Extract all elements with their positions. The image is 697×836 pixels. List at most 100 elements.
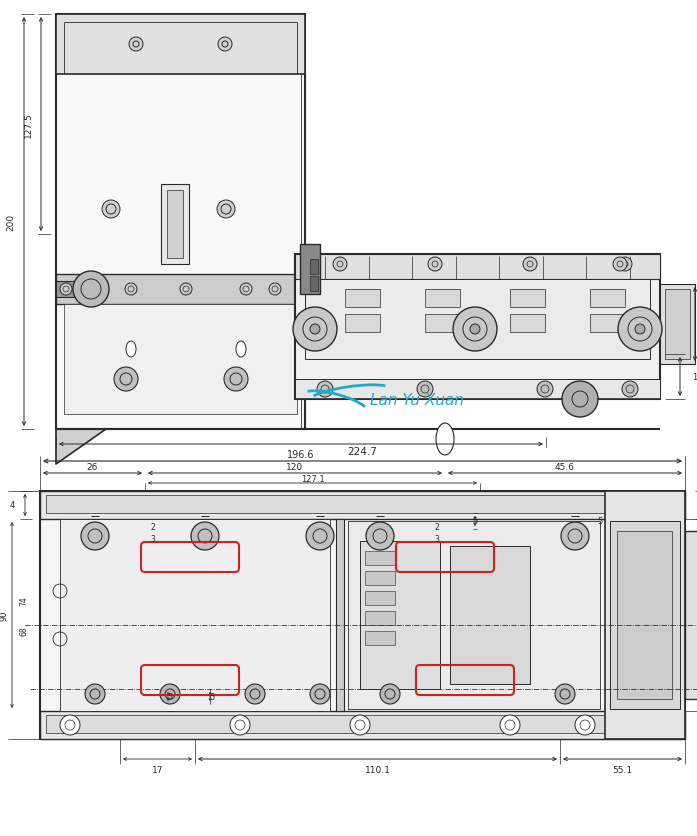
Bar [161, 185, 189, 265]
Polygon shape [56, 430, 106, 465]
Text: 224.7: 224.7 [348, 446, 378, 456]
Circle shape [230, 715, 250, 735]
Bar [56, 15, 305, 430]
Ellipse shape [436, 424, 454, 456]
Bar [605, 492, 685, 739]
Bar [365, 591, 395, 605]
Bar [345, 314, 380, 333]
Bar [46, 496, 679, 513]
Circle shape [350, 715, 370, 735]
Circle shape [618, 308, 662, 352]
Text: 110.1: 110.1 [365, 766, 390, 775]
Circle shape [561, 522, 589, 550]
Bar [365, 551, 395, 565]
Bar [295, 255, 660, 400]
Circle shape [102, 201, 120, 219]
Text: 120: 120 [286, 463, 304, 472]
Circle shape [417, 381, 433, 398]
Circle shape [180, 283, 192, 296]
Circle shape [428, 257, 442, 272]
Circle shape [125, 283, 137, 296]
Bar [685, 532, 697, 699]
Bar [56, 275, 305, 304]
Text: 74: 74 [20, 595, 29, 605]
Text: 5: 5 [597, 517, 603, 526]
Bar [365, 571, 395, 585]
Text: Lan Yu Xuan: Lan Yu Xuan [370, 392, 464, 407]
Circle shape [333, 257, 347, 272]
Circle shape [366, 522, 394, 550]
Circle shape [85, 684, 105, 704]
Bar [64, 304, 297, 415]
Text: 5: 5 [209, 693, 215, 701]
Bar [305, 280, 650, 359]
Bar [425, 314, 460, 333]
Circle shape [306, 522, 334, 550]
Text: 3: 3 [434, 535, 439, 544]
Circle shape [240, 283, 252, 296]
Circle shape [453, 308, 497, 352]
Text: 17: 17 [152, 766, 163, 775]
Circle shape [191, 522, 219, 550]
Bar [590, 314, 625, 333]
Circle shape [73, 272, 109, 308]
Bar [665, 289, 690, 359]
Bar [300, 245, 320, 294]
Bar [610, 522, 680, 709]
Bar [56, 15, 305, 75]
Bar [510, 289, 545, 308]
Circle shape [310, 324, 320, 334]
Bar [295, 255, 660, 280]
Bar [425, 289, 460, 308]
Text: 90: 90 [0, 610, 8, 620]
Circle shape [470, 324, 480, 334]
Bar [310, 260, 318, 275]
Bar [617, 532, 672, 699]
Circle shape [575, 715, 595, 735]
Circle shape [218, 38, 232, 52]
Circle shape [60, 715, 80, 735]
Ellipse shape [236, 342, 246, 358]
Ellipse shape [126, 342, 136, 358]
Bar [450, 547, 530, 684]
Text: 3: 3 [151, 535, 155, 544]
Text: 2: 2 [151, 522, 155, 531]
Circle shape [129, 38, 143, 52]
Bar [295, 380, 660, 400]
Circle shape [380, 684, 400, 704]
Circle shape [317, 381, 333, 398]
Bar [310, 277, 318, 292]
Circle shape [500, 715, 520, 735]
Bar [46, 715, 679, 733]
Circle shape [224, 368, 248, 391]
Circle shape [217, 201, 235, 219]
Bar [348, 522, 600, 709]
Circle shape [60, 283, 72, 296]
Text: 127.1: 127.1 [300, 475, 324, 484]
Circle shape [523, 257, 537, 272]
Bar [660, 285, 695, 364]
Bar [336, 519, 344, 711]
Bar [40, 492, 685, 519]
Text: 4: 4 [9, 501, 15, 510]
Bar [60, 519, 330, 711]
Bar [365, 631, 395, 645]
Bar [40, 492, 685, 739]
Text: 5: 5 [167, 693, 173, 701]
Bar [167, 191, 183, 258]
Circle shape [160, 684, 180, 704]
Circle shape [269, 283, 281, 296]
Bar [40, 711, 685, 739]
Bar [365, 611, 395, 625]
Bar [510, 314, 545, 333]
Text: 5: 5 [473, 517, 477, 526]
Bar [360, 542, 440, 689]
Circle shape [562, 381, 598, 417]
Circle shape [537, 381, 553, 398]
Bar [345, 289, 380, 308]
Text: 127.5: 127.5 [24, 112, 33, 138]
Bar [56, 282, 76, 298]
Circle shape [613, 257, 627, 272]
Circle shape [622, 381, 638, 398]
Circle shape [635, 324, 645, 334]
